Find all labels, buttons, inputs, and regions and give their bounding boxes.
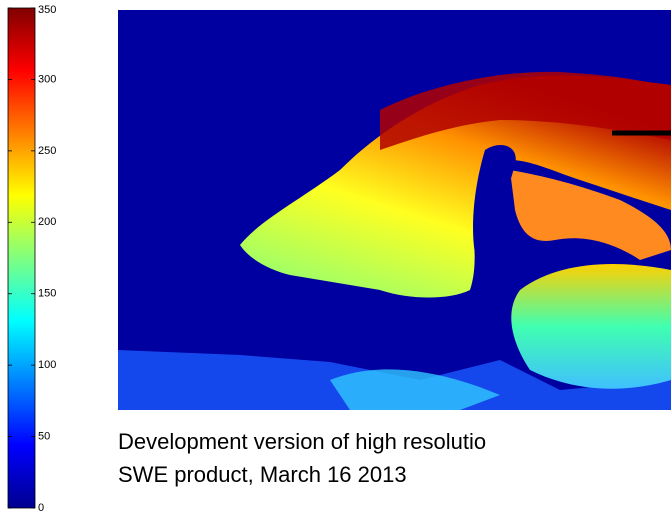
colorbar-tick-label: 0 <box>38 502 44 514</box>
colorbar-tick-label: 200 <box>38 216 56 228</box>
colorbar-tick-label: 300 <box>38 73 56 85</box>
colorbar <box>8 8 35 508</box>
caption-line: Development version of high resolutio <box>118 429 486 454</box>
page: 0 50 100 150 200 250 300 350 Development versio… <box>0 0 671 517</box>
baltic-land <box>511 264 671 389</box>
map <box>118 10 671 410</box>
figure: 0 50 100 150 200 250 300 350 Development versio… <box>0 0 671 517</box>
colorbar-tick-label: 100 <box>38 359 56 371</box>
caption-line: SWE product, March 16 2013 <box>118 462 407 487</box>
colorbar-tick-label: 50 <box>38 430 50 442</box>
colorbar-tick-label: 350 <box>38 4 56 16</box>
colorbar-tick-label: 150 <box>38 288 56 300</box>
colorbar-tick-label: 250 <box>38 145 56 157</box>
